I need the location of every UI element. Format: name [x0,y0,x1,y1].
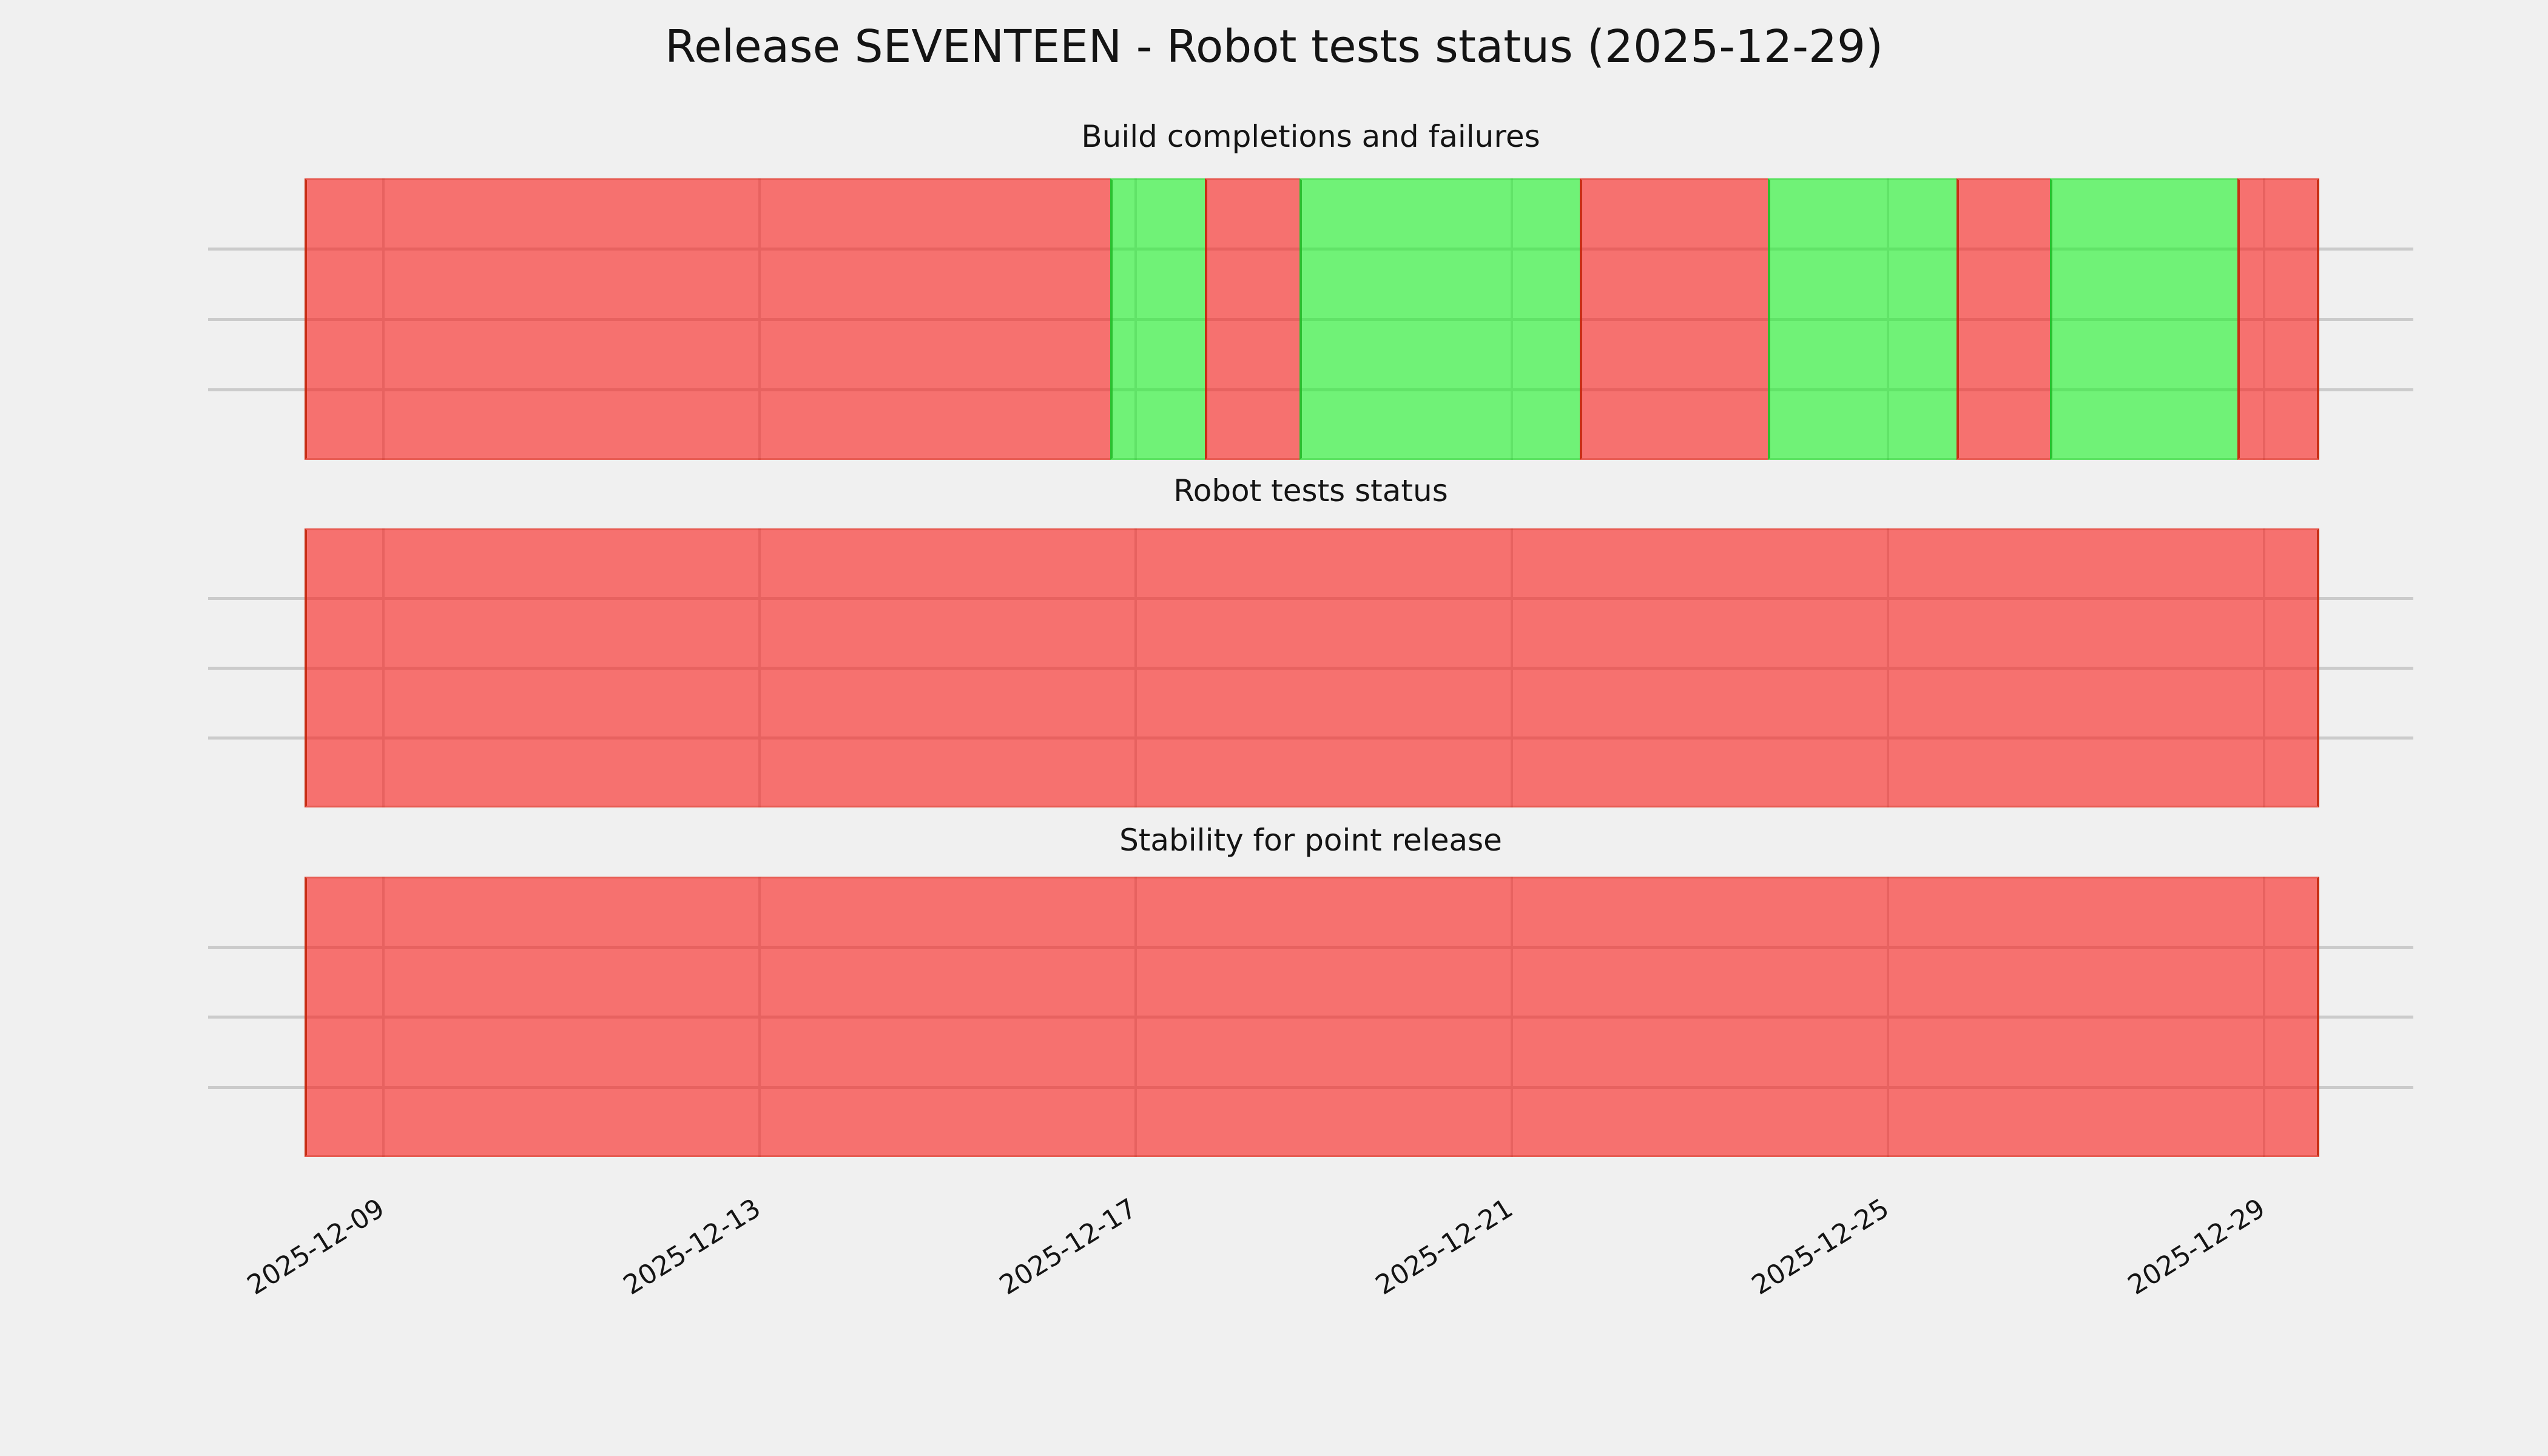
x-tick-label: 2025-12-29 [2122,1193,2271,1301]
status-bar-strip [304,528,2319,807]
x-tick-label: 2025-12-21 [1370,1193,1518,1301]
x-tick-label: 2025-12-25 [1746,1193,1895,1301]
x-tick-label: 2025-12-09 [241,1193,390,1301]
subplot-title-stability: Stability for point release [1119,823,1502,858]
status-span-fail [1956,178,2050,460]
subplot-title-build-completions: Build completions and failures [1081,119,1540,154]
x-tick-label: 2025-12-13 [618,1193,766,1301]
axes-stability [208,877,2413,1157]
figure-title: Release SEVENTEEN - Robot tests status (… [665,21,1883,73]
status-bar-strip [304,178,2319,460]
x-tick-label: 2025-12-17 [994,1193,1142,1301]
status-span-pass [1767,178,1956,460]
axes-build-completions [208,178,2413,460]
subplot-title-robot-tests: Robot tests status [1173,473,1448,508]
status-span-fail [304,178,1111,460]
status-bar-strip [304,877,2319,1157]
axes-robot-tests [208,528,2413,807]
status-span-pass [1110,178,1205,460]
status-span-pass [1299,178,1580,460]
status-span-fail [304,528,2319,807]
status-span-fail [1579,178,1768,460]
status-span-fail [304,877,2319,1157]
status-span-fail [1204,178,1299,460]
status-span-fail [2237,178,2319,460]
status-span-pass [2049,178,2238,460]
